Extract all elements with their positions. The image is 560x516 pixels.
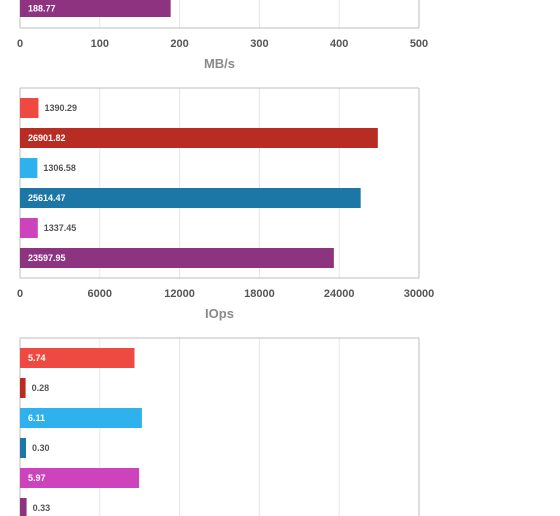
x-tick-label: 200 xyxy=(170,38,188,50)
data-label: 25614.47 xyxy=(28,193,66,203)
x-axis-label: MB/s xyxy=(204,56,235,71)
data-label: 1390.29 xyxy=(44,103,77,113)
data-label: 5.74 xyxy=(28,353,46,363)
data-label: 1337.45 xyxy=(44,223,77,233)
bar xyxy=(20,0,171,17)
bar xyxy=(20,438,26,458)
chart-panel-1: 188.77 0 100 200 300 400 500 MB/s xyxy=(17,0,428,71)
data-label: 188.77 xyxy=(28,4,56,14)
bar xyxy=(20,408,142,428)
bar xyxy=(20,378,26,398)
data-label: 0.30 xyxy=(32,443,50,453)
x-tick-label: 24000 xyxy=(324,288,355,300)
bar xyxy=(20,498,27,516)
data-label: 1306.58 xyxy=(43,163,76,173)
x-tick-label: 400 xyxy=(330,38,348,50)
data-label: 0.28 xyxy=(32,383,50,393)
data-label: 6.11 xyxy=(28,413,45,423)
x-tick-label: 300 xyxy=(250,38,268,50)
bar xyxy=(20,98,39,118)
bar xyxy=(20,158,38,178)
bar xyxy=(20,128,378,148)
x-tick-label: 30000 xyxy=(404,288,435,300)
x-tick-label: 18000 xyxy=(244,288,275,300)
bar xyxy=(20,248,334,268)
data-label: 23597.95 xyxy=(28,253,66,263)
data-label: 5.97 xyxy=(28,473,46,483)
x-tick-label: 0 xyxy=(17,38,23,50)
x-tick-label: 6000 xyxy=(88,288,112,300)
x-tick-label: 12000 xyxy=(164,288,195,300)
bar xyxy=(20,348,135,368)
x-axis-label: IOps xyxy=(205,306,234,321)
data-label: 0.33 xyxy=(33,503,51,513)
bar xyxy=(20,468,140,488)
x-tick-label: 0 xyxy=(17,288,23,300)
x-tick-label: 500 xyxy=(410,38,428,50)
chart-panel-2: 1390.29 26901.82 1306.58 25614.47 1337.45 235… xyxy=(17,87,435,321)
data-label: 26901.82 xyxy=(28,133,66,143)
bar xyxy=(20,218,38,238)
x-tick-label: 100 xyxy=(91,38,109,50)
chart-panel-3: 5.74 0.28 6.11 0.30 5.97 0.33 xyxy=(19,337,420,516)
bar xyxy=(20,188,361,208)
